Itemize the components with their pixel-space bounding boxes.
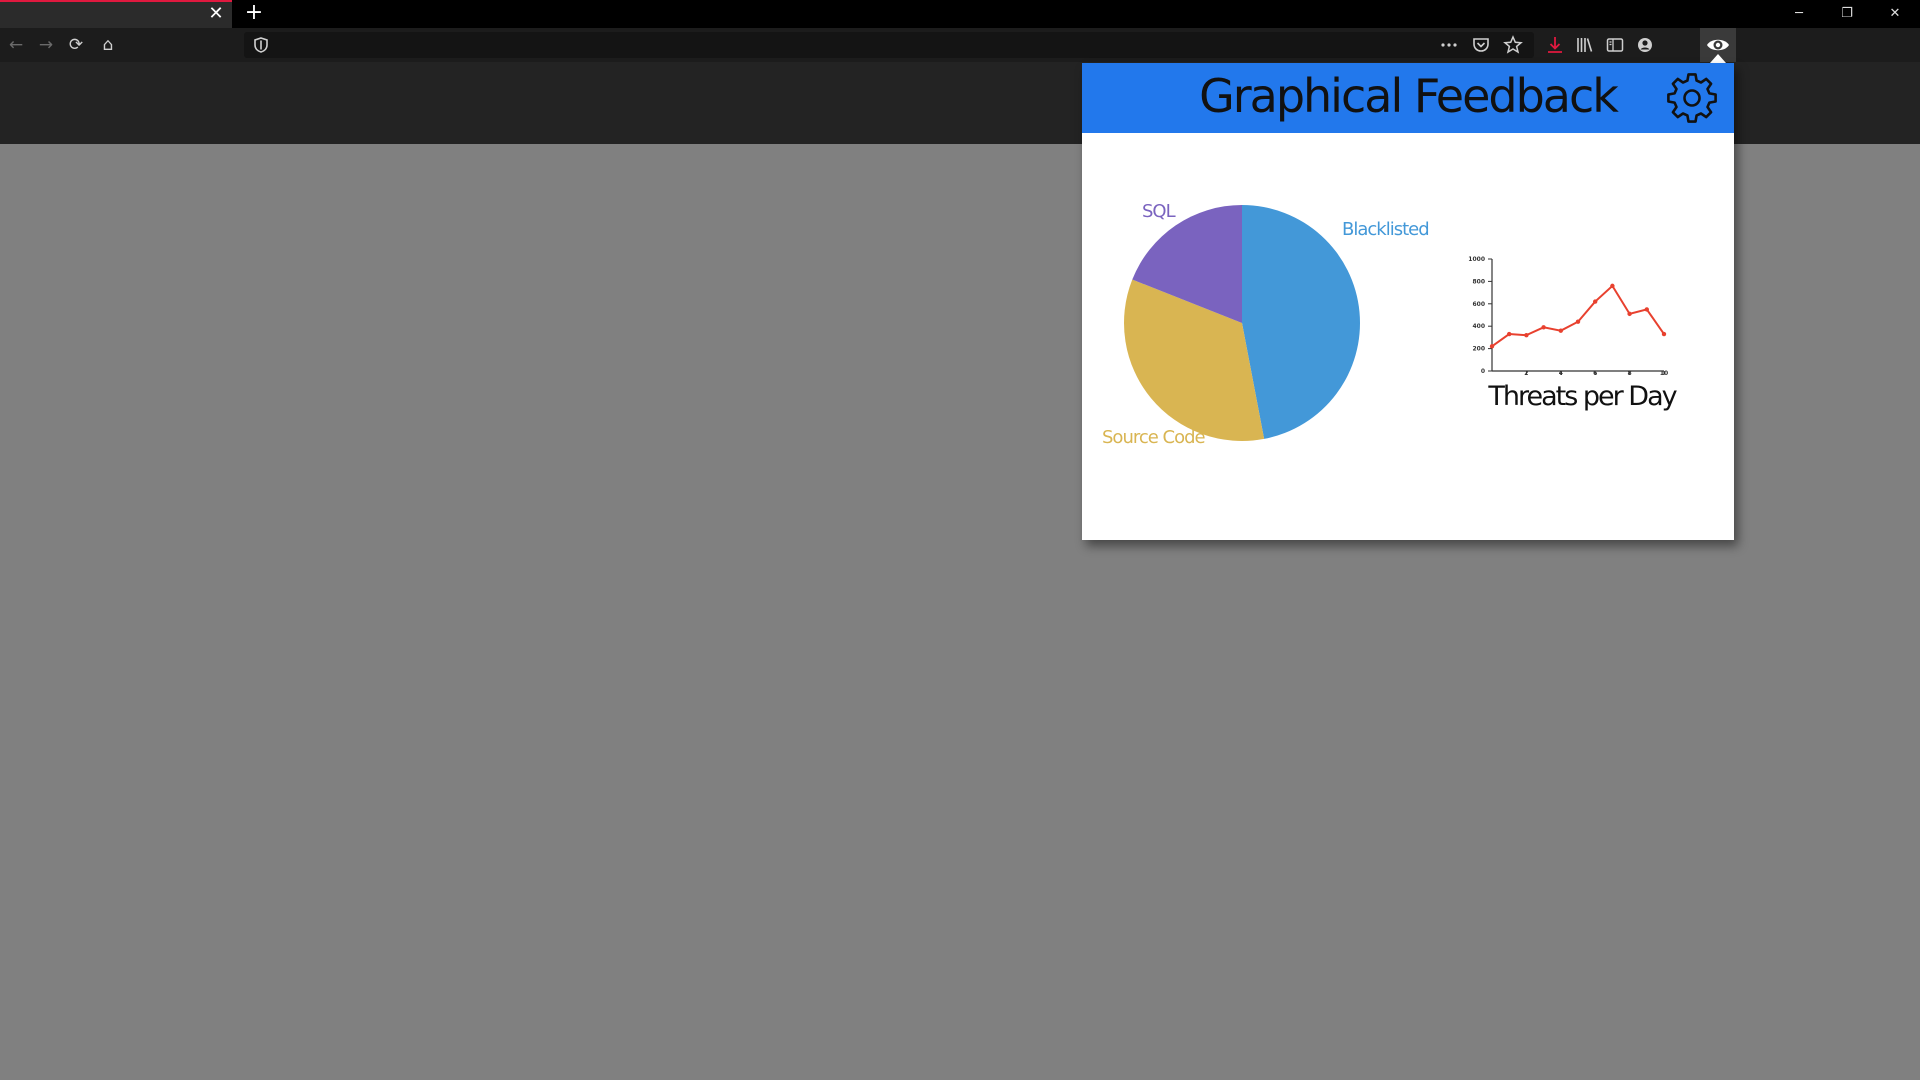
popup-title: Graphical Feedback (1199, 69, 1619, 123)
active-tab[interactable]: ✕ (0, 0, 232, 28)
data-point (1627, 311, 1632, 317)
line-chart-area: 0 200 400 600 800 1000 2 4 6 8 10 Threats per Day (1452, 133, 1734, 433)
y-tick-label: 200 (1472, 346, 1485, 353)
forward-button[interactable]: → (38, 35, 54, 55)
x-tick-label: 10 (1660, 370, 1668, 377)
data-point (1489, 344, 1495, 349)
tab-bar: ✕ + ─ ❐ ✕ (0, 0, 1920, 28)
y-tick-label: 800 (1472, 278, 1485, 285)
minimize-button[interactable]: ─ (1795, 6, 1803, 21)
data-point (1541, 325, 1546, 330)
new-tab-button[interactable]: + (244, 0, 264, 25)
line-chart-title: Threats per Day (1487, 381, 1677, 412)
back-button[interactable]: ← (8, 35, 24, 55)
pie-chart: Blacklisted Source Code SQL (1102, 201, 1430, 448)
x-tick-label: 6 (1593, 370, 1597, 377)
data-point (1661, 331, 1667, 337)
data-point (1644, 307, 1649, 312)
tab-close-icon[interactable]: ✕ (208, 3, 224, 24)
pie-slice-sql (1132, 205, 1242, 323)
close-window-button[interactable]: ✕ (1889, 6, 1901, 21)
gear-icon[interactable] (1666, 72, 1718, 124)
home-button[interactable]: ⌂ (102, 35, 114, 55)
feedback-popup: Graphical Feedback Blacklisted Source Cod… (1082, 63, 1734, 540)
star-icon[interactable] (1502, 34, 1524, 56)
series-line (1491, 284, 1665, 348)
account-icon[interactable] (1634, 34, 1656, 56)
sidebar-icon[interactable] (1604, 34, 1626, 56)
download-icon[interactable] (1544, 34, 1566, 56)
y-tick-label: 600 (1472, 301, 1485, 308)
restore-button[interactable]: ❐ (1841, 6, 1853, 21)
y-tick-label: 1000 (1468, 256, 1485, 263)
y-tick-label: 400 (1472, 323, 1485, 330)
data-point (1507, 331, 1512, 337)
line-chart: 0 200 400 600 800 1000 2 4 6 8 10 Threats per Day (1468, 256, 1679, 412)
x-tick-label: 8 (1628, 370, 1632, 377)
y-tick-label: 0 (1481, 368, 1485, 375)
shield-icon[interactable] (252, 36, 270, 54)
more-icon[interactable] (1438, 34, 1460, 56)
pie-chart-area: Blacklisted Source Code SQL (1082, 133, 1432, 513)
x-tick-label: 2 (1524, 370, 1528, 377)
url-bar[interactable] (244, 32, 1534, 58)
pie-label-blacklisted: Blacklisted (1342, 219, 1429, 240)
x-tick-label: 4 (1559, 370, 1563, 377)
popup-header: Graphical Feedback (1082, 63, 1734, 133)
library-icon[interactable] (1574, 34, 1596, 56)
data-point (1610, 283, 1615, 289)
pie-label-sql: SQL (1142, 201, 1176, 222)
pie-slice-source-code (1124, 279, 1265, 441)
reload-button[interactable]: ⟳ (68, 35, 84, 55)
data-point (1575, 319, 1581, 324)
extension-eye-button[interactable] (1700, 28, 1736, 62)
data-point (1558, 328, 1563, 333)
data-point (1524, 332, 1529, 338)
pie-label-source-code: Source Code (1102, 427, 1206, 448)
pocket-icon[interactable] (1470, 34, 1492, 56)
eye-icon (1707, 39, 1729, 51)
nav-bar: ← → ⟳ ⌂ (0, 28, 1920, 107)
pie-slice-blacklisted (1242, 205, 1360, 439)
data-point (1593, 299, 1598, 304)
popup-arrow (1710, 54, 1726, 63)
